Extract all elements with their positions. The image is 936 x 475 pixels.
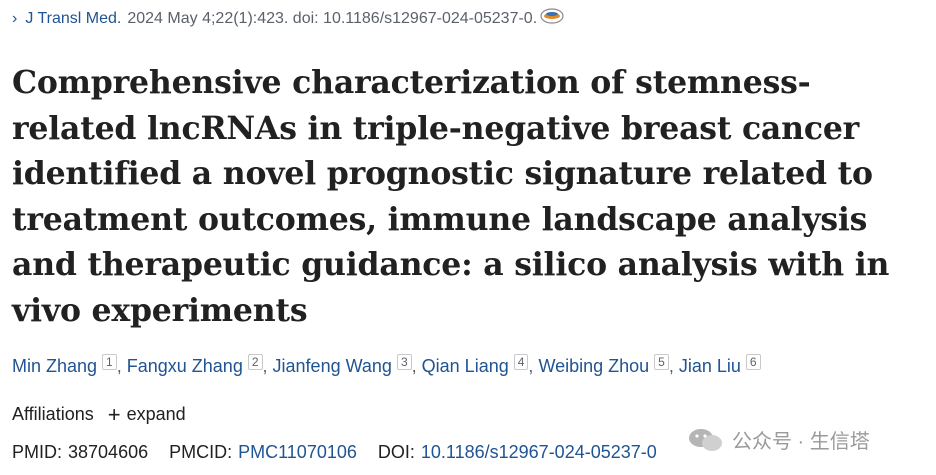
separator: , bbox=[116, 356, 127, 376]
separator: , bbox=[528, 356, 539, 376]
affiliation-number[interactable]: 4 bbox=[513, 354, 529, 370]
doi-label: DOI: bbox=[377, 442, 415, 462]
separator: , bbox=[411, 356, 422, 376]
citation-line: › J Transl Med. 2024 May 4;22(1):423. do… bbox=[12, 6, 565, 29]
expand-label: expand bbox=[126, 404, 186, 424]
author-link[interactable]: Jian Liu bbox=[678, 356, 741, 376]
author-link[interactable]: Jianfeng Wang bbox=[272, 356, 392, 376]
chevron-right-icon[interactable]: › bbox=[12, 10, 18, 27]
author-link[interactable]: Fangxu Zhang bbox=[126, 356, 243, 376]
pmcid-label: PMCID: bbox=[169, 442, 233, 462]
affiliation-number[interactable]: 1 bbox=[102, 354, 117, 370]
pmid-label: PMID: bbox=[12, 442, 63, 462]
full-text-link-icon[interactable] bbox=[539, 6, 565, 26]
author-link[interactable]: Qian Liang bbox=[421, 356, 509, 376]
affiliation-number[interactable]: 2 bbox=[247, 354, 263, 370]
journal-link[interactable]: J Transl Med. bbox=[25, 10, 122, 27]
author-link[interactable]: Weibing Zhou bbox=[538, 356, 650, 376]
doi-link[interactable]: 10.1186/s12967-024-05237-0 bbox=[420, 442, 657, 462]
author-list: Min Zhang 1, Fangxu Zhang 2, Jianfeng Wang… bbox=[12, 354, 761, 377]
affiliation-number[interactable]: 6 bbox=[745, 354, 761, 370]
plus-icon: + bbox=[107, 401, 121, 427]
author-link[interactable]: Min Zhang bbox=[12, 356, 98, 376]
article-title: Comprehensive characterization of stemne… bbox=[12, 64, 890, 329]
watermark-text: 公众号 · 生信塔 bbox=[732, 431, 870, 453]
citation-details: 2024 May 4;22(1):423. doi: 10.1186/s1296… bbox=[127, 10, 538, 27]
affiliations-row: Affiliations + expand bbox=[12, 401, 186, 427]
pmcid-link[interactable]: PMC11070106 bbox=[238, 442, 357, 462]
separator: , bbox=[668, 356, 679, 376]
affiliation-number[interactable]: 5 bbox=[654, 354, 669, 370]
identifiers-row: PMID: 38704606 PMCID: PMC11070106 DOI: 10.1… bbox=[12, 442, 657, 463]
watermark: 公众号 · 生信塔 bbox=[686, 425, 870, 454]
affiliations-label: Affiliations bbox=[12, 404, 94, 424]
expand-affiliations-button[interactable]: + expand bbox=[107, 401, 186, 427]
separator: , bbox=[262, 356, 273, 376]
pmid-value: 38704606 bbox=[68, 442, 149, 462]
wechat-logo-icon bbox=[686, 426, 726, 454]
affiliation-number[interactable]: 3 bbox=[396, 354, 412, 370]
